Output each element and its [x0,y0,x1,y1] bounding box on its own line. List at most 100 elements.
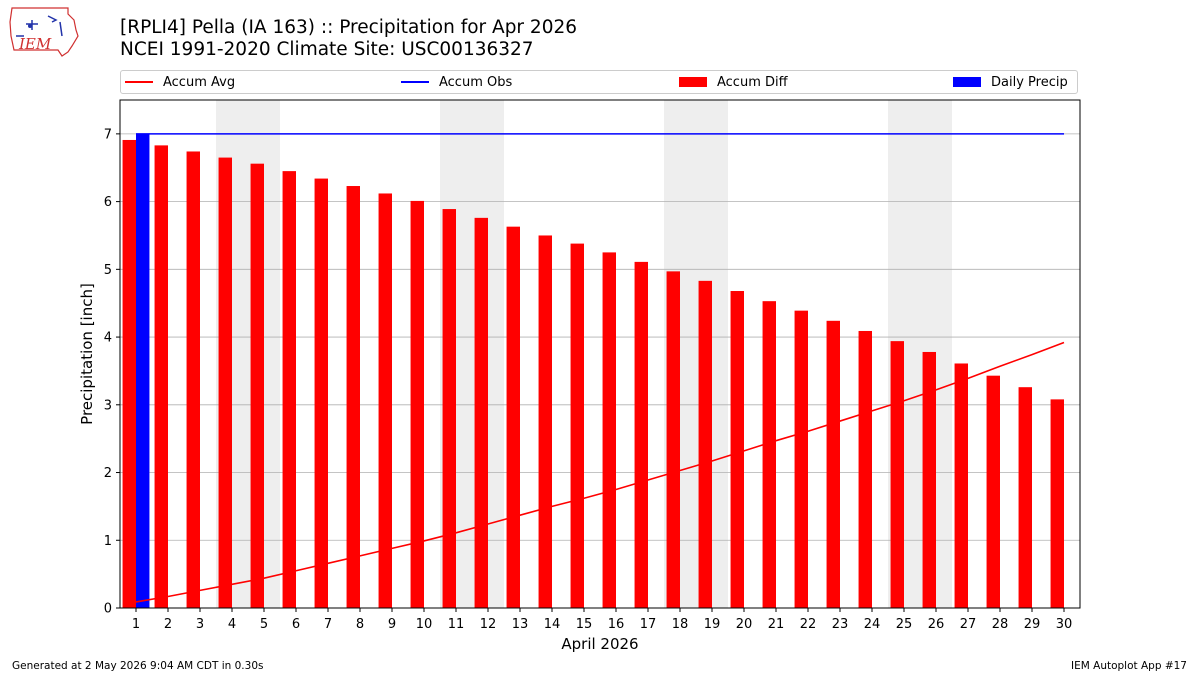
weekend-shade-4 [888,100,952,608]
accum-diff-bar-28 [986,375,1000,608]
x-tick-label-18: 18 [672,617,689,632]
footer-app: IEM Autoplot App #17 [1071,660,1187,672]
legend-label-accum-diff: Accum Diff [717,74,788,90]
accum-diff-bar-14 [538,235,552,608]
x-tick-label-30: 30 [1056,617,1073,632]
x-axis-label: April 2026 [561,635,638,653]
accum-diff-bar-4 [218,157,232,608]
x-tick-label-4: 4 [228,617,236,632]
x-tick-label-29: 29 [1024,617,1041,632]
x-tick-label-12: 12 [480,617,497,632]
x-tick-label-21: 21 [768,617,785,632]
y-tick-label-5: 5 [104,263,112,278]
y-axis-label: Precipitation [inch] [78,283,96,425]
y-tick-label-2: 2 [104,466,112,481]
x-tick-label-27: 27 [960,617,977,632]
chart-subtitle: NCEI 1991-2020 Climate Site: USC00136327 [120,39,534,60]
x-tick-label-28: 28 [992,617,1009,632]
accum-diff-bar-25 [890,341,904,608]
x-tick-label-26: 26 [928,617,945,632]
x-tick-label-24: 24 [864,617,881,632]
accum-diff-bar-13 [506,226,520,609]
y-tick-label-0: 0 [104,602,112,617]
x-tick-label-1: 1 [132,617,140,632]
iem-logo: IEM [9,7,79,57]
accum-diff-bar-20 [730,291,744,608]
accum-diff-bar-26 [922,351,936,608]
accum-diff-bar-5 [250,163,264,609]
grid-lines [120,133,1080,609]
accum-diff-bar-7 [314,178,328,608]
daily-precip-swatch [953,77,981,87]
x-tick-label-22: 22 [800,617,817,632]
accum-diff-bar-12 [474,217,488,608]
x-tick-label-5: 5 [260,617,268,632]
weekend-shade-2 [440,100,504,608]
accum-diff-bar-22 [794,310,808,608]
accum-diff-bar-30 [1050,399,1064,608]
lines [135,133,1065,603]
accum-diff-bar-2 [154,145,168,608]
accum-diff-bar-1 [122,139,136,609]
accum-diff-bar-11 [442,209,456,608]
x-tick-label-17: 17 [640,617,657,632]
footer-generated: Generated at 2 May 2026 9:04 AM CDT in 0… [12,660,264,672]
x-tick-label-3: 3 [196,617,204,632]
legend-label-accum-obs: Accum Obs [439,74,513,90]
accum-avg-swatch [125,81,153,83]
accum-diff-bar-16 [602,252,616,608]
logo-text: IEM [18,35,52,53]
bars [122,133,1064,609]
accum-diff-bar-21 [762,301,776,608]
weekend-shading [216,100,952,608]
x-axis-ticks: 1 2 3 4 5 6 7 8 9 10 11 12 13 14 15 16 17 18 19 20 21 22 23 24 2… [132,608,1072,632]
x-tick-label-6: 6 [292,617,300,632]
x-tick-label-14: 14 [544,617,561,632]
x-tick-label-16: 16 [608,617,625,632]
y-tick-label-6: 6 [104,195,112,210]
legend-item-daily-precip: Daily Precip [953,71,1068,93]
y-tick-label-7: 7 [104,127,112,142]
accum-diff-bar-9 [378,193,392,609]
accum-diff-bar-8 [346,186,360,608]
accum-diff-bar-18 [666,271,680,608]
accum-diff-bar-19 [698,280,712,608]
legend: Accum Avg Accum Obs Accum Diff Daily Pre… [120,70,1078,94]
x-tick-label-19: 19 [704,617,721,632]
chart-title: [RPLI4] Pella (IA 163) :: Precipitation … [120,17,577,38]
weekend-shade-3 [664,100,728,608]
accum-diff-bar-3 [186,151,200,608]
x-tick-label-15: 15 [576,617,593,632]
accum-diff-bar-15 [570,243,584,608]
weekend-shade-1 [216,100,280,608]
legend-label-daily-precip: Daily Precip [991,74,1068,90]
daily-precip-bar-1 [136,133,150,608]
y-tick-label-1: 1 [104,534,112,549]
accum-diff-bar-24 [858,330,872,608]
accum-diff-swatch [679,77,707,87]
x-tick-label-9: 9 [388,617,396,632]
accum-diff-bar-17 [634,261,648,608]
x-tick-label-25: 25 [896,617,913,632]
x-tick-label-20: 20 [736,617,753,632]
x-tick-label-11: 11 [448,617,465,632]
x-tick-label-13: 13 [512,617,529,632]
x-tick-label-10: 10 [416,617,433,632]
x-tick-label-23: 23 [832,617,849,632]
accum-obs-swatch [401,81,429,83]
legend-item-accum-obs: Accum Obs [401,71,512,93]
y-tick-label-4: 4 [104,331,112,346]
accum-diff-bar-6 [282,171,296,608]
accum-diff-bar-23 [826,320,840,608]
legend-item-accum-diff: Accum Diff [679,71,788,93]
legend-label-accum-avg: Accum Avg [163,74,236,90]
accum-avg-line [135,341,1065,603]
x-tick-label-2: 2 [164,617,172,632]
accum-diff-bar-29 [1018,387,1032,608]
x-tick-label-8: 8 [356,617,364,632]
x-tick-label-7: 7 [324,617,332,632]
plot-frame [119,99,1081,609]
y-tick-label-3: 3 [104,398,112,413]
y-axis-ticks: 0 1 2 3 4 5 6 7 [104,127,120,617]
